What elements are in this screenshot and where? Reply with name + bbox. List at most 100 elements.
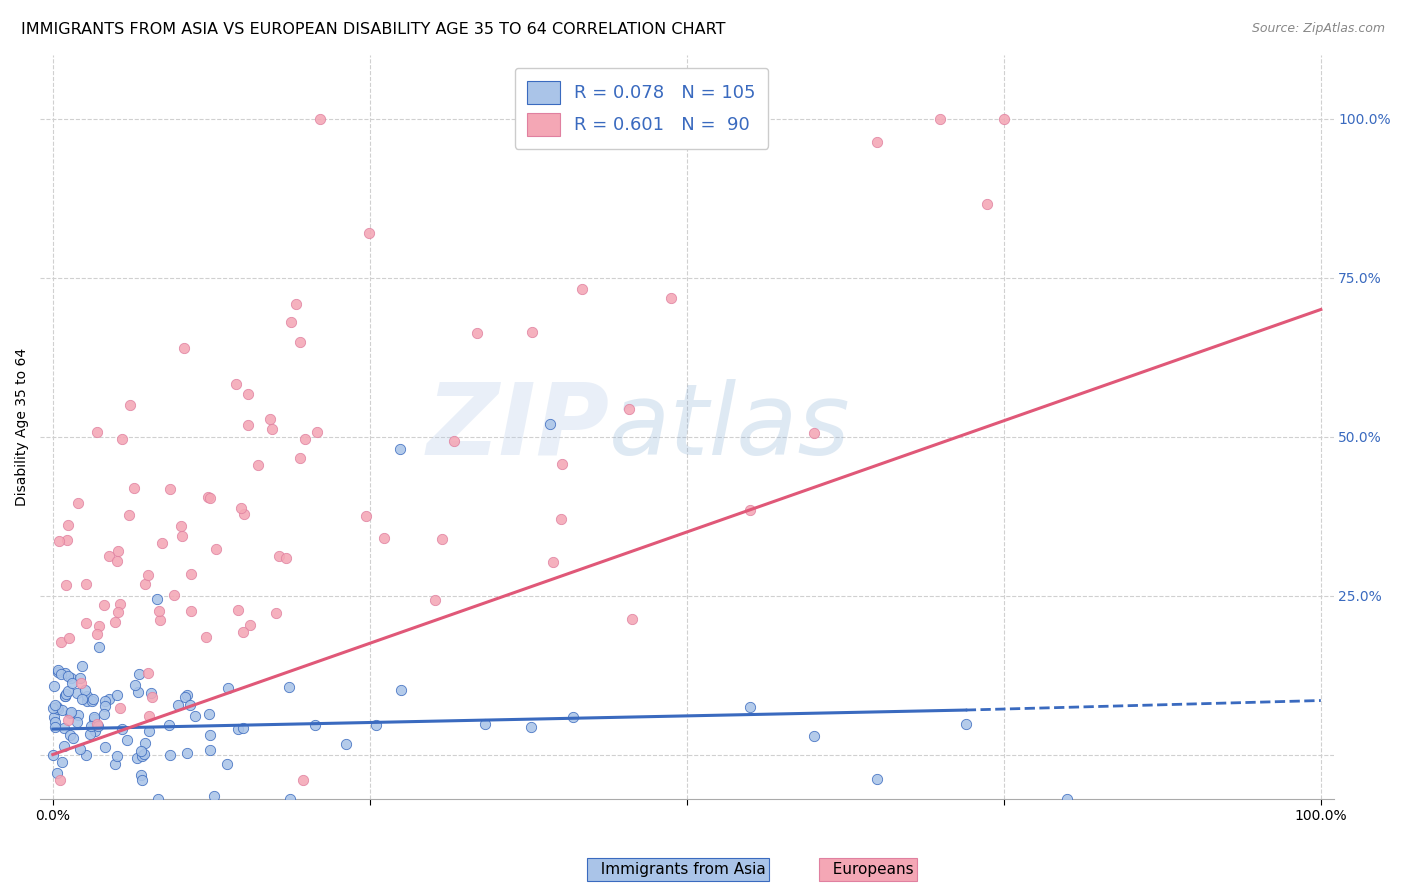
Point [617,402,640,417]
Point [246,458,269,472]
Point [423,593,446,607]
Point [122,481,145,495]
Point [76,694,98,708]
Point [238,618,260,632]
Point [198,743,221,757]
Point [280,315,302,329]
Point [197,490,219,504]
Point [233,507,256,521]
Point [138,568,160,582]
Point [159,748,181,763]
Point [354,509,377,524]
Legend: R = 0.078   N = 105, R = 0.601   N =  90: R = 0.078 N = 105, R = 0.601 N = 90 [515,68,769,149]
Point [45,700,67,714]
Point [98,692,121,706]
Point [76,689,98,703]
Point [866,772,889,786]
Point [93,694,115,708]
Point [108,701,131,715]
Point [474,717,496,731]
Point [198,491,221,505]
Point [134,577,156,591]
Point [49,666,72,681]
Point [173,341,195,355]
Point [176,688,198,702]
Point [150,536,173,550]
Point [198,727,221,741]
Point [46,664,69,678]
Point [131,773,153,788]
Point [82,692,104,706]
Point [217,681,239,695]
Point [284,297,307,311]
Point [55,578,77,592]
Point [46,765,69,780]
Point [259,412,281,426]
Y-axis label: Disability Age 35 to 64: Disability Age 35 to 64 [15,348,30,506]
Point [56,669,79,683]
Point [550,511,572,525]
Point [46,665,69,679]
Point [198,706,221,721]
Point [467,326,489,340]
Point [803,729,825,743]
Point [58,713,80,727]
Point [141,690,163,704]
Point [93,706,115,721]
Point [134,747,156,761]
Point [562,710,585,724]
Point [51,703,73,717]
Point [184,709,207,723]
Point [134,736,156,750]
Point [75,747,97,762]
Point [111,722,134,736]
Point [194,630,217,644]
Point [955,717,977,731]
Point [541,555,564,569]
Point [232,625,254,640]
Point [335,737,357,751]
Point [131,749,153,764]
Point [131,768,153,782]
Point [55,687,77,701]
Point [56,518,79,533]
Point [228,603,250,617]
Point [157,717,180,731]
Point [87,619,110,633]
Point [976,197,998,211]
Point [304,718,326,732]
Point [260,422,283,436]
Point [60,676,83,690]
Point [373,531,395,545]
Point [145,591,167,606]
Point [148,604,170,618]
Point [107,605,129,619]
Point [993,112,1015,126]
Point [93,598,115,612]
Point [288,334,311,349]
Point [659,291,682,305]
Point [44,714,66,729]
Point [131,744,153,758]
Point [108,597,131,611]
Point [107,544,129,558]
Text: Source: ZipAtlas.com: Source: ZipAtlas.com [1251,22,1385,36]
Point [305,425,328,439]
Text: Immigrants from Asia: Immigrants from Asia [591,863,765,877]
Point [53,689,76,703]
Point [176,747,198,761]
Point [84,724,107,739]
Point [267,549,290,564]
Point [49,772,72,787]
Point [42,700,65,714]
Point [42,679,65,693]
Point [740,699,762,714]
Point [53,739,76,753]
Point [79,719,101,733]
Point [51,755,73,769]
Point [125,750,148,764]
Point [866,135,889,149]
Point [229,501,252,516]
Point [86,626,108,640]
Point [48,534,70,549]
